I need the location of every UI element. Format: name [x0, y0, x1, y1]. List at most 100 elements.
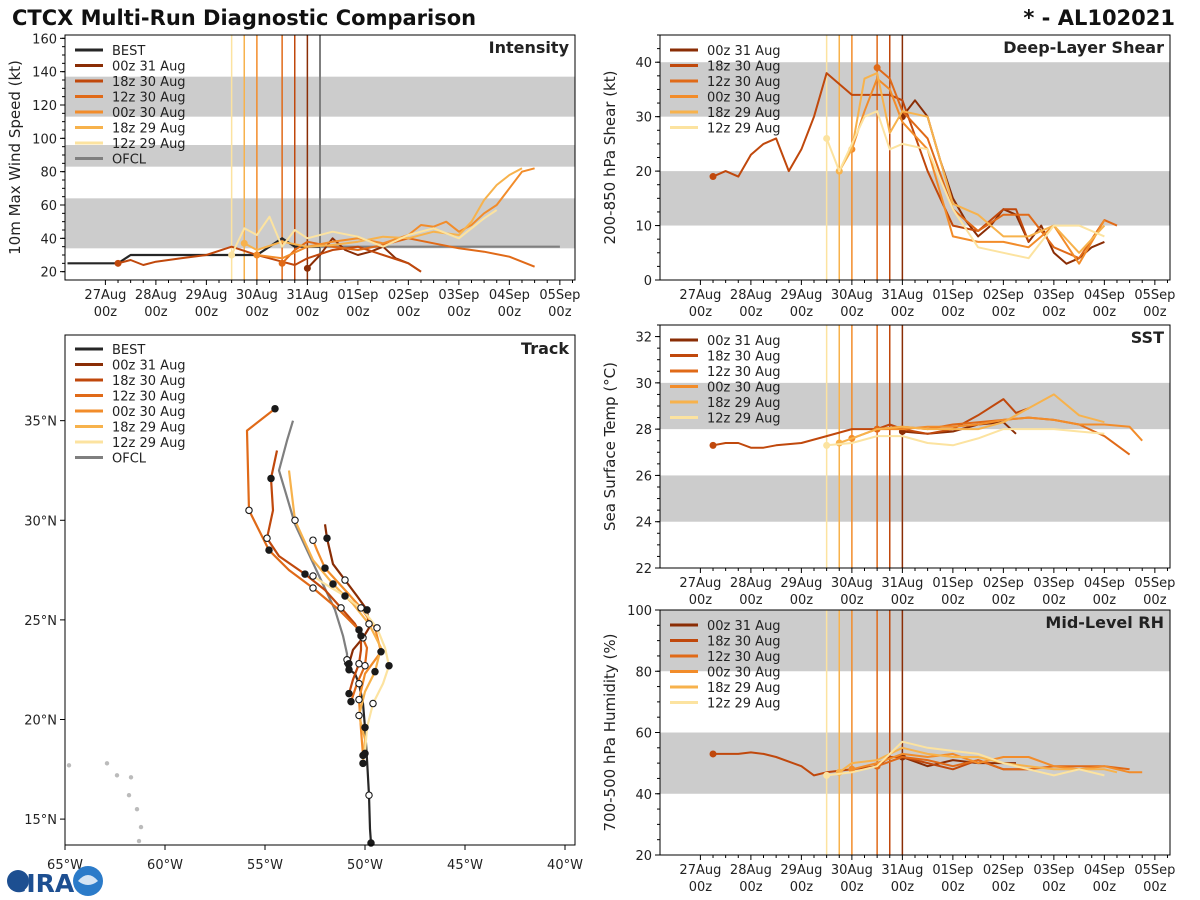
track-position-marker [355, 626, 363, 634]
legend-entry: 18z 30 Aug [707, 350, 781, 365]
x-tick-label: 01Sep [932, 576, 973, 591]
track-position-marker [263, 534, 271, 542]
island [104, 761, 110, 766]
y-tick-label: 26 [635, 469, 652, 484]
x-tick-sublabel: 00z [346, 305, 370, 320]
x-tick-sublabel: 00z [941, 880, 965, 895]
y-tick-label: 22 [635, 562, 652, 577]
init-marker [709, 750, 717, 758]
x-tick-sublabel: 00z [245, 305, 269, 320]
x-tick-sublabel: 00z [840, 880, 864, 895]
track-position-marker [377, 648, 385, 656]
track-position-marker [341, 592, 349, 600]
series-line-18z-29-aug [243, 167, 523, 251]
track-position-marker [291, 516, 299, 525]
x-tick-label: 29Aug [780, 576, 822, 591]
legend-entry: 12z 29 Aug [112, 436, 186, 451]
x-tick-sublabel: 00z [195, 305, 219, 320]
grey-band [660, 475, 1170, 522]
init-marker [114, 259, 122, 267]
x-tick-label: 05Sep [1134, 576, 1175, 591]
legend-entry: 18z 30 Aug [112, 75, 186, 90]
x-tick-label: 27Aug [679, 863, 721, 878]
x-tick-sublabel: 00z [790, 593, 814, 608]
x-tick-label: 40°W [547, 858, 583, 873]
x-tick-sublabel: 00z [144, 305, 168, 320]
legend-entry: 00z 30 Aug [112, 106, 186, 121]
track-position-marker [337, 604, 345, 612]
x-tick-sublabel: 00z [840, 305, 864, 320]
x-tick-sublabel: 00z [941, 593, 965, 608]
x-tick-label: 27Aug [679, 576, 721, 591]
island [128, 775, 134, 780]
y-tick-label: 30°N [24, 514, 57, 529]
track-position-marker [355, 659, 363, 668]
init-marker [873, 64, 881, 72]
track-position-marker [347, 697, 355, 706]
series-line-18z-29-aug [838, 393, 1105, 444]
series-line-18z-29-aug [838, 72, 1106, 254]
y-axis-label: 10m Max Wind Speed (kt) [6, 60, 24, 255]
y-tick-label: 25°N [24, 614, 57, 629]
track-position-marker [309, 536, 317, 544]
sst-panel: 22 24 26 28 30 32 27Aug 00z 28Aug 00z 29Aug 00z 30Au… [601, 324, 1175, 608]
legend-entry: 12z 30 Aug [112, 390, 186, 405]
track-line-00z-31-aug [323, 524, 371, 665]
panel-title: Intensity [489, 38, 570, 57]
shear-panel: 0 10 20 30 40 27Aug 00z 28Aug 00z 29Aug 00z 30Aug 00… [601, 34, 1175, 320]
track-position-marker [345, 689, 353, 698]
track-position-marker [361, 661, 369, 670]
x-tick-sublabel: 00z [498, 305, 522, 320]
panel-title: Deep-Layer Shear [1003, 38, 1164, 57]
legend-entry: 12z 30 Aug [112, 91, 186, 106]
x-tick-label: 02Sep [983, 288, 1024, 303]
y-tick-label: 28 [635, 423, 652, 438]
y-tick-label: 30 [635, 111, 652, 126]
track-line-18z-29-aug [287, 470, 383, 764]
series-line-00z-30-aug [851, 416, 1143, 442]
series-line-12z-30-aug [876, 66, 1118, 260]
x-tick-sublabel: 00z [739, 593, 763, 608]
series-line-00z-30-aug [256, 167, 535, 260]
x-tick-label: 28Aug [730, 576, 772, 591]
x-tick-label: 30Aug [831, 288, 873, 303]
legend-entry: 18z 29 Aug [707, 396, 781, 411]
init-marker [278, 259, 286, 267]
y-tick-label: 40 [40, 232, 57, 247]
y-tick-label: 20 [40, 266, 57, 281]
logo-globe-icon [7, 870, 29, 892]
series-line-18z-30-aug [712, 72, 1030, 243]
grey-band [660, 610, 1170, 672]
island [66, 763, 72, 768]
series-line-12z-29-aug [230, 209, 498, 256]
x-tick-label: 30Aug [236, 288, 278, 303]
init-marker [709, 441, 717, 449]
y-axis-label: Sea Surface Temp (°C) [601, 362, 619, 531]
legend-entry: 00z 30 Aug [112, 405, 186, 420]
init-marker [303, 264, 311, 272]
init-marker [823, 134, 831, 142]
x-tick-sublabel: 00z [1143, 880, 1167, 895]
x-tick-label: 04Sep [1084, 288, 1125, 303]
track-position-marker [271, 404, 279, 413]
track-panel: 65°W 60°W 55°W 50°W 45°W 40°W 15°N 20°N 25°N 30°N… [24, 334, 583, 873]
x-tick-sublabel: 00z [1042, 593, 1066, 608]
track-position-marker [323, 534, 331, 542]
intensity-panel: 20 40 60 80 100 120 140 160 27Aug 00z 28Aug 00z 29Au… [6, 32, 580, 320]
x-tick-sublabel: 00z [296, 305, 320, 320]
legend-entry: 12z 29 Aug [707, 697, 781, 712]
x-tick-label: 05Sep [1134, 863, 1175, 878]
x-tick-sublabel: 00z [891, 880, 915, 895]
x-tick-label: 03Sep [1033, 863, 1074, 878]
island [136, 838, 142, 844]
x-tick-label: 03Sep [1033, 576, 1074, 591]
x-tick-label: 05Sep [1134, 288, 1175, 303]
y-tick-label: 40 [635, 56, 652, 71]
legend-entry: 12z 29 Aug [112, 137, 186, 152]
y-tick-label: 160 [32, 32, 57, 47]
track-position-marker [361, 723, 369, 732]
series-line-12z-29-aug [826, 740, 1105, 777]
x-tick-label: 50°W [347, 858, 383, 873]
x-tick-sublabel: 00z [1042, 305, 1066, 320]
legend-entry: 00z 31 Aug [112, 60, 186, 75]
